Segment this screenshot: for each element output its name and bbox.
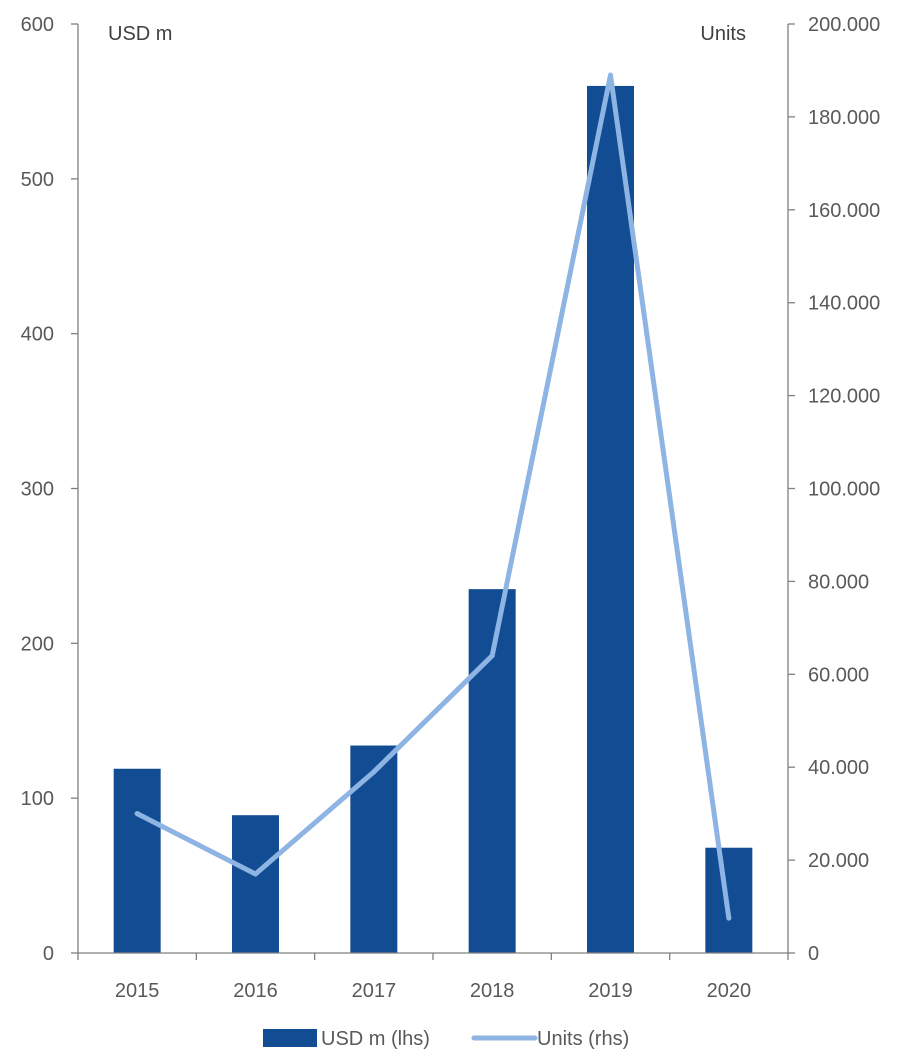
bar-2017 [350,745,398,953]
right-axis-tick-label: 160.000 [808,200,880,222]
units-line [134,72,732,921]
right-axis-tick-label: 20.000 [808,850,869,872]
units-point-2018 [489,653,495,659]
right-y-axis: 0 20.000 40.000 60.000 80.000 100.000 120.000 1… [787,14,880,965]
left-axis-tick-label: 300 [21,479,54,501]
legend-swatch-usd [263,1029,317,1047]
units-point-2015 [134,811,140,817]
units-point-2019 [608,72,613,78]
x-axis-tick-label: 2016 [233,980,278,1002]
x-axis: 2015 2016 2017 2018 2019 2020 [77,952,789,1002]
x-axis-tick-label: 2020 [707,980,752,1002]
right-axis-tick-label: 180.000 [808,107,880,129]
right-axis-tick-label: 40.000 [808,757,869,779]
legend: USD m (lhs) Units (rhs) [263,1028,629,1050]
right-axis-tick-label: 80.000 [808,571,869,593]
left-axis-tick-label: 600 [21,14,54,36]
bar-series-usd [113,85,753,953]
right-axis-tick-label: 200.000 [808,14,880,36]
left-axis-tick-label: 200 [21,633,54,655]
left-y-axis: 0 100 200 300 400 500 600 [21,14,79,965]
right-axis-tick-label: 100.000 [808,479,880,501]
units-point-2017 [371,769,377,775]
bar-2015 [113,768,161,953]
right-axis-tick-label: 60.000 [808,664,869,686]
x-axis-tick-label: 2017 [352,980,397,1002]
units-point-2020 [726,915,732,921]
line-series-units [134,72,732,921]
legend-label-units: Units (rhs) [537,1028,629,1050]
x-axis-tick-label: 2019 [588,980,633,1002]
left-axis-tick-label: 0 [43,943,54,965]
left-axis-tick-label: 400 [21,324,54,346]
right-axis-tick-label: 120.000 [808,386,880,408]
left-axis-unit-label: USD m [108,23,172,45]
legend-label-usd: USD m (lhs) [321,1028,430,1050]
right-axis-tick-label: 140.000 [808,293,880,315]
units-point-2016 [253,871,258,877]
bar-2019 [587,85,634,953]
left-axis-tick-label: 100 [21,788,54,810]
right-axis-unit-label: Units [700,23,746,45]
left-axis-tick-label: 500 [21,169,54,191]
bar-2016 [232,815,279,953]
x-axis-tick-label: 2015 [115,980,160,1002]
x-axis-tick-label: 2018 [470,980,515,1002]
right-axis-tick-label: 0 [808,943,819,965]
